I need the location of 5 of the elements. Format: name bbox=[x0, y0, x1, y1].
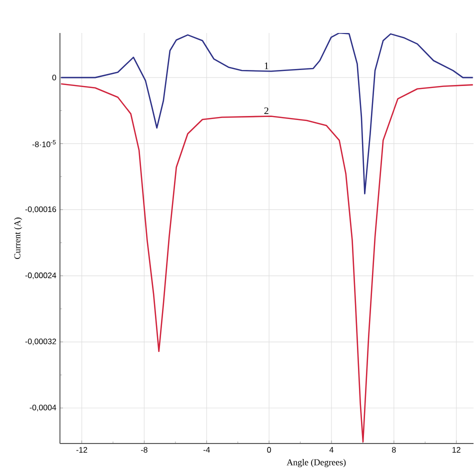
line-series bbox=[60, 32, 474, 194]
series-label: 2 bbox=[264, 107, 268, 114]
y-axis-title: Current (A) bbox=[14, 217, 22, 259]
x-axis-title: Angle (Degrees) bbox=[286, 458, 346, 467]
series-label: 1 bbox=[264, 62, 268, 69]
